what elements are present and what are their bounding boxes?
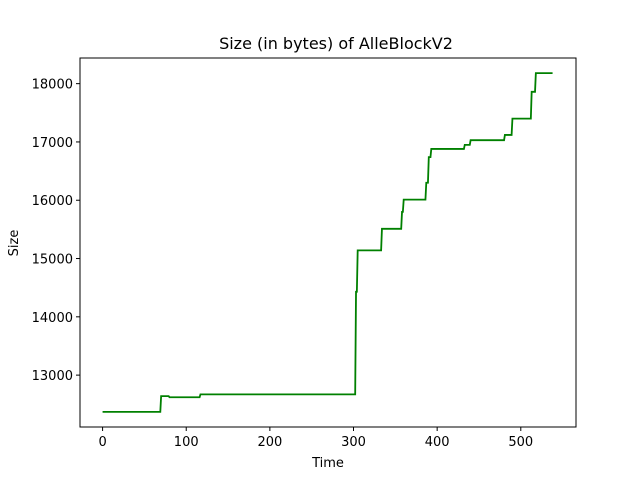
x-tick-label: 500 — [508, 435, 533, 450]
x-tick-label: 300 — [341, 435, 366, 450]
x-tick-label: 200 — [257, 435, 282, 450]
plot-area-frame — [79, 57, 577, 428]
y-tick-label: 18000 — [32, 78, 73, 93]
x-tick-label: 400 — [425, 435, 450, 450]
y-axis-label: Size — [7, 230, 22, 257]
series-line — [102, 72, 553, 413]
x-axis-ticks: 0 100 200 300 400 500 — [98, 427, 533, 450]
y-tick-label: 16000 — [32, 194, 73, 209]
y-axis-ticks: 13000 14000 15000 16000 17000 18000 — [32, 78, 80, 384]
x-tick-label: 100 — [174, 435, 199, 450]
y-tick-label: 14000 — [32, 311, 73, 326]
x-axis-label: Time — [311, 456, 344, 471]
chart-title: Size (in bytes) of AlleBlockV2 — [219, 34, 453, 53]
y-tick-label: 15000 — [32, 253, 73, 268]
y-tick-label: 13000 — [32, 369, 73, 384]
x-tick-label: 0 — [98, 435, 106, 450]
y-tick-label: 17000 — [32, 136, 73, 151]
